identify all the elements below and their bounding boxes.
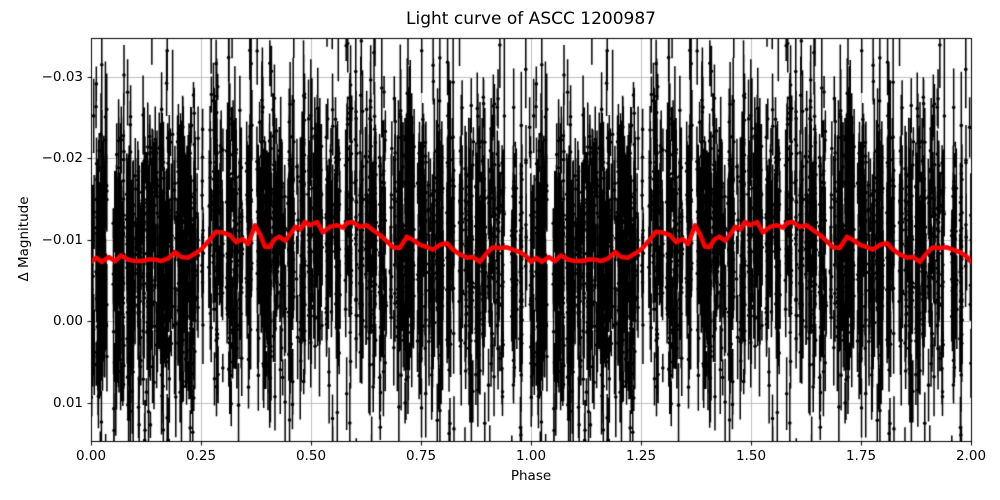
- x-tick-label: 0.25: [185, 448, 217, 464]
- y-tick-label: −0.03: [41, 69, 83, 86]
- x-tick-label: 2.00: [955, 448, 987, 464]
- x-tick-label: 1.50: [735, 448, 767, 464]
- y-tick-label: −0.01: [41, 231, 83, 248]
- y-tick-label: 0.00: [52, 313, 83, 330]
- x-axis-label: Phase: [510, 468, 552, 484]
- chart-title: Light curve of ASCC 1200987: [406, 9, 656, 29]
- x-tick-label: 1.25: [625, 448, 657, 464]
- x-tick-label: 0.75: [405, 448, 437, 464]
- y-tick-label: 0.01: [52, 394, 83, 411]
- x-tick-label: 0.50: [295, 448, 327, 464]
- y-tick-label: −0.02: [41, 150, 83, 167]
- x-tick-label: 1.00: [515, 448, 547, 464]
- x-tick-label: 0.00: [75, 448, 107, 464]
- x-tick-label: 1.75: [845, 448, 877, 464]
